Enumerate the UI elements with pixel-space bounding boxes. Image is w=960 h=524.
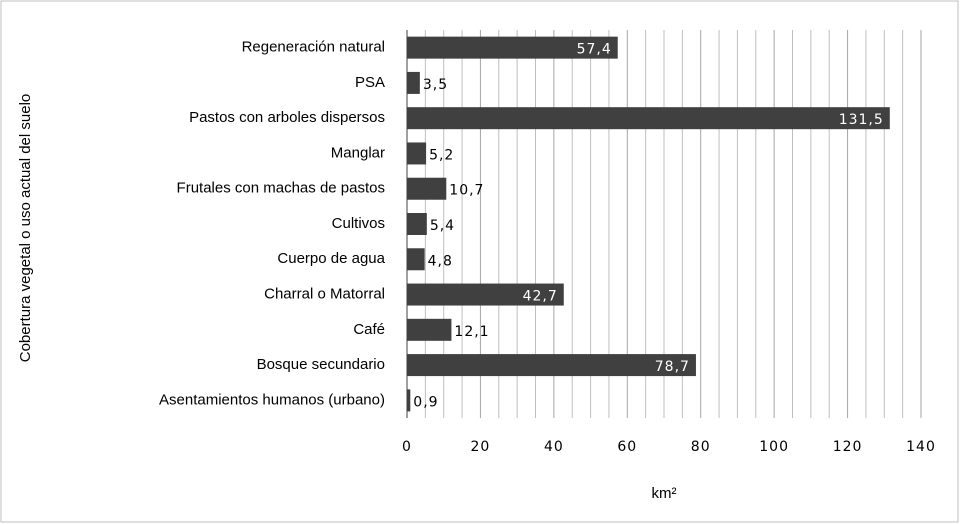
y-tick-label: Asentamientos humanos (urbano) [159,391,385,408]
bar [407,354,696,377]
data-label: 5,4 [430,218,455,234]
data-label: 5,2 [429,147,454,163]
y-tick-label: Bosque secundario [257,356,385,373]
bar [407,107,890,130]
x-tick-label: 120 [833,439,863,455]
data-label: 57,4 [577,42,612,58]
y-tick-label: Manglar [331,144,385,161]
x-tick-label: 100 [759,439,789,455]
x-tick-label: 60 [617,439,637,455]
x-tick-label: 140 [906,439,936,455]
bar [407,389,411,412]
data-label: 131,5 [839,112,884,128]
y-tick-label: PSA [355,74,385,91]
y-tick-label: Frutales con machas de pastos [177,180,385,197]
x-tick-label: 80 [691,439,711,455]
x-tick-label: 20 [471,439,491,455]
data-label: 12,1 [454,324,489,340]
bar [407,177,447,200]
bar [407,71,420,94]
y-axis-label: Cobertura vegetal o uso actual del suelo [17,94,34,363]
y-tick-label: Regeneración natural [242,39,385,56]
data-label: 42,7 [523,289,558,305]
y-tick-label: Café [353,321,385,338]
data-label: 10,7 [449,183,484,199]
y-tick-label: Cuerpo de agua [277,250,385,267]
bar [407,318,452,341]
y-tick-label: Charral o Matorral [264,286,385,303]
bar [407,36,618,59]
y-tick-label: Pastos con arboles dispersos [189,109,385,126]
x-tick-label: 40 [544,439,564,455]
data-label: 3,5 [423,77,448,93]
bar [407,142,427,165]
data-label: 78,7 [655,359,690,375]
bar [407,248,425,271]
x-tick-label: 0 [402,439,412,455]
y-tick-label: Cultivos [332,215,385,232]
bar [407,213,427,235]
data-label: 0,9 [413,394,438,410]
x-axis-label: km² [652,485,677,502]
bar [407,283,564,306]
data-label: 4,8 [428,253,453,269]
